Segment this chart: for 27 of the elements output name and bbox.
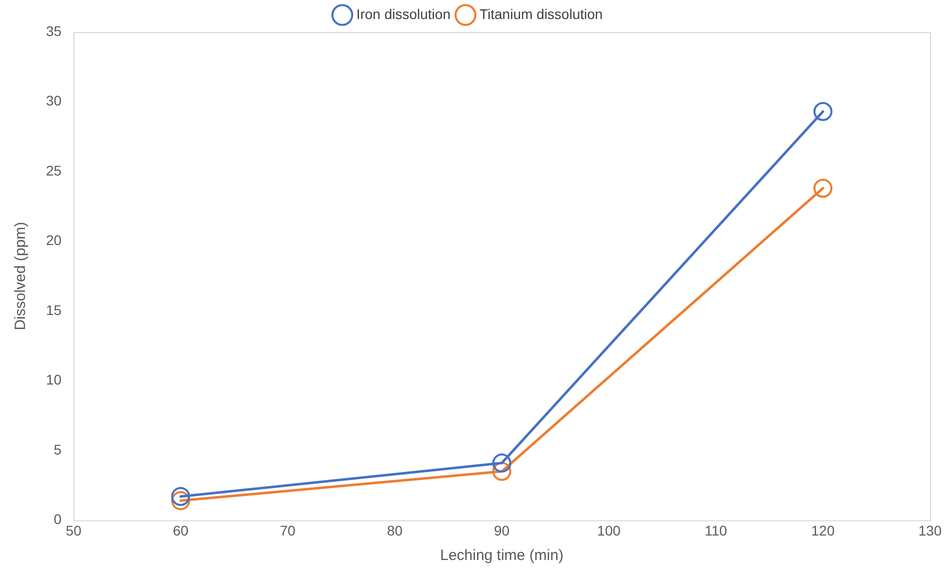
point [813, 178, 832, 198]
x-tick-label: 130 [918, 522, 942, 538]
x-tick-label: 90 [494, 522, 510, 538]
x-tick-label: 120 [811, 522, 835, 538]
x-tick-label: 110 [704, 522, 728, 538]
point [813, 102, 832, 122]
y-tick-label: 10 [46, 372, 62, 388]
y-tick-label: 35 [46, 22, 62, 39]
x-tick-label: 100 [597, 522, 621, 538]
point [171, 491, 190, 510]
legend-label: Titanium dissolution [479, 6, 603, 22]
y-tick-label: 20 [46, 232, 62, 248]
x-tick-label: 50 [66, 522, 82, 538]
y-tick-label: 25 [46, 162, 62, 178]
y-tick-label: 0 [54, 511, 62, 528]
point [171, 486, 190, 506]
x-tick-label: 60 [172, 522, 189, 538]
y-tick-label: 5 [54, 441, 62, 458]
y-tick-label: 30 [46, 92, 62, 109]
point [492, 454, 512, 473]
point [492, 462, 512, 481]
legend-label: Iron dissolution [356, 6, 450, 22]
y-tick-label: 15 [46, 302, 62, 318]
x-axis-title: Leching time (min) [440, 547, 564, 564]
x-tick-label: 80 [386, 522, 403, 538]
y-axis-title: Dissolved (ppm) [12, 222, 30, 330]
x-tick-label: 70 [280, 522, 296, 538]
